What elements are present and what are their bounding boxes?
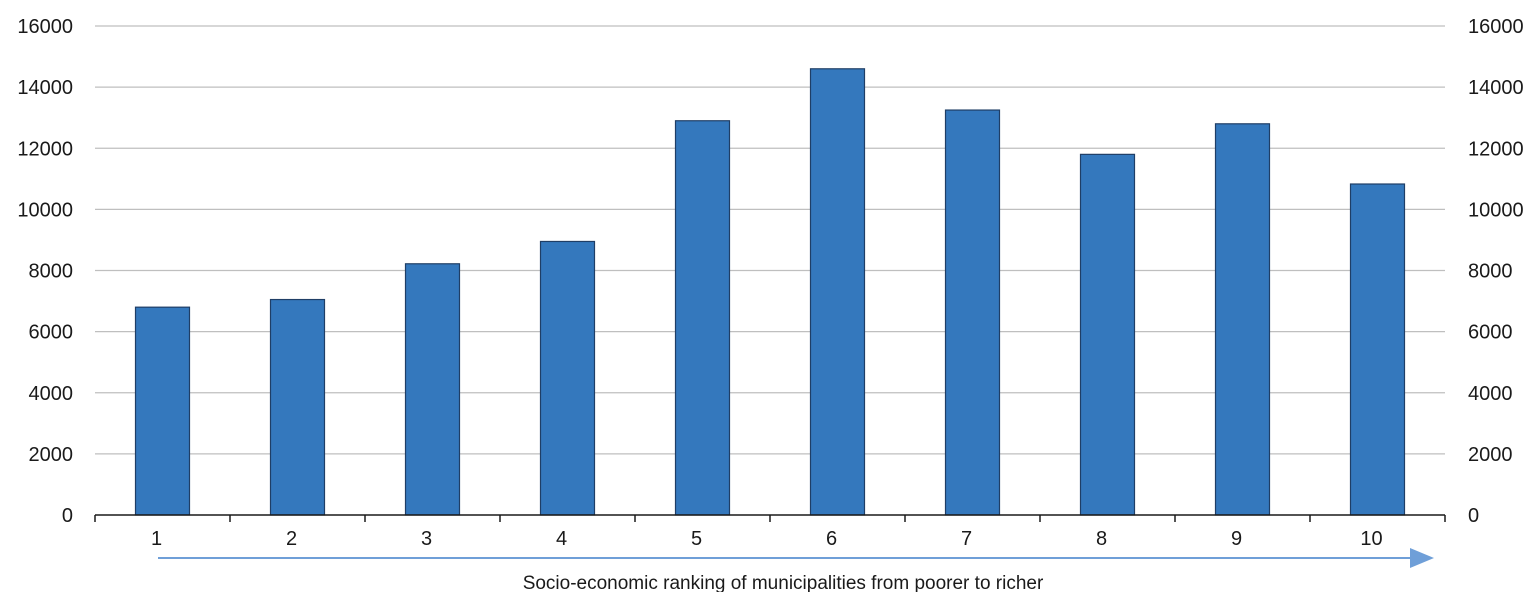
x-axis-title: Socio-economic ranking of municipalities…	[523, 573, 1044, 592]
y-tick-label-right: 6000	[1468, 322, 1513, 344]
y-axis-right: 0 2000 4000 6000 8000 10000 12000 14000 16000	[1468, 16, 1524, 527]
bar	[269, 298, 326, 516]
bar	[1349, 183, 1406, 516]
x-tick-label: 10	[1360, 528, 1382, 550]
x-tick-label: 9	[1231, 528, 1242, 550]
y-tick-label-left: 4000	[29, 383, 74, 405]
x-tick-label: 3	[421, 528, 432, 550]
y-tick-label-right: 10000	[1468, 199, 1524, 221]
x-tick-label: 1	[151, 528, 162, 550]
bar-series	[134, 68, 1406, 516]
y-tick-label-left: 6000	[29, 322, 74, 344]
y-tick-label-right: 0	[1468, 505, 1479, 527]
y-tick-label-right: 12000	[1468, 138, 1524, 160]
x-tick-label: 4	[556, 528, 567, 550]
x-tick-label: 7	[961, 528, 972, 550]
bar	[1214, 123, 1271, 516]
y-tick-label-left: 12000	[17, 138, 73, 160]
y-tick-label-left: 16000	[17, 16, 73, 38]
y-tick-label-left: 14000	[17, 77, 73, 99]
x-tick-label: 5	[691, 528, 702, 550]
y-tick-label-right: 14000	[1468, 77, 1524, 99]
y-tick-label-right: 8000	[1468, 261, 1513, 283]
y-tick-label-left: 2000	[29, 444, 74, 466]
y-tick-label-left: 8000	[29, 261, 74, 283]
x-tick-label: 8	[1096, 528, 1107, 550]
y-tick-label-left: 0	[62, 505, 73, 527]
bar	[674, 120, 731, 516]
bar	[809, 68, 866, 516]
y-tick-label-right: 2000	[1468, 444, 1513, 466]
bar	[134, 306, 191, 516]
direction-arrow	[158, 548, 1434, 568]
x-axis: 1 2 3 4 5 6 7 8 9 10	[94, 515, 1446, 550]
bar	[539, 240, 596, 516]
y-axis-left: 0 2000 4000 6000 8000 10000 12000 14000 16000	[17, 16, 73, 527]
y-tick-label-right: 4000	[1468, 383, 1513, 405]
direction-arrow-head	[1410, 548, 1434, 568]
x-tick-label: 2	[286, 528, 297, 550]
y-tick-label-right: 16000	[1468, 16, 1524, 38]
x-tick-label: 6	[826, 528, 837, 550]
bar	[944, 109, 1001, 516]
y-tick-label-left: 10000	[17, 199, 73, 221]
bar	[1079, 153, 1136, 516]
bar	[404, 263, 461, 516]
